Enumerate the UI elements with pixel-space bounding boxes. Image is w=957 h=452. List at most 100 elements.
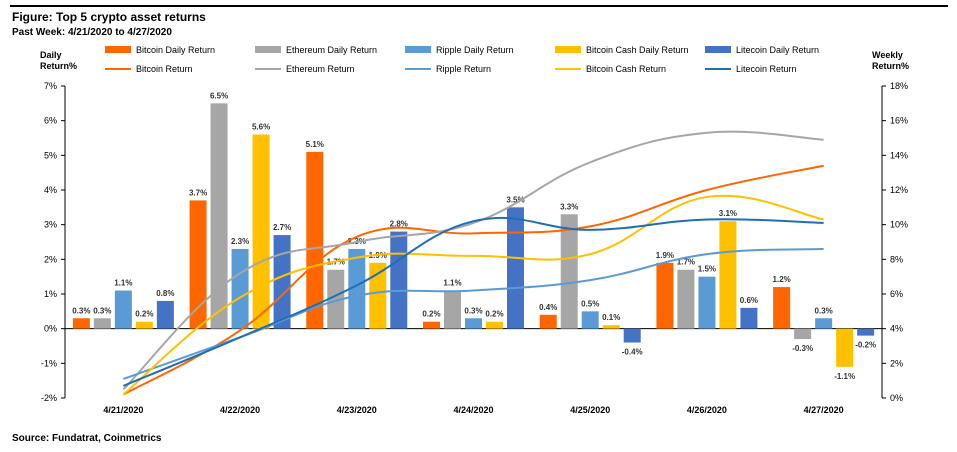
bar (114, 290, 132, 329)
bar (273, 235, 291, 329)
bar (698, 276, 716, 329)
legend-bar-swatch (105, 46, 131, 53)
legend-bar-swatch (255, 46, 281, 53)
bar (390, 231, 408, 329)
bar-value-label: 2.7% (273, 223, 291, 232)
legend-bar-swatch (555, 46, 581, 53)
legend-bar-swatch (705, 46, 731, 53)
bar-value-label: 2.8% (390, 220, 408, 229)
bar (719, 221, 737, 329)
bar-value-label: 0.2% (485, 310, 503, 319)
bar-value-label: 0.3% (72, 306, 90, 315)
bar (677, 269, 695, 329)
bar (189, 200, 207, 329)
bar (465, 318, 482, 329)
right-tick-label: 14% (890, 150, 908, 160)
right-tick-label: 2% (890, 358, 903, 368)
category-label: 4/26/2020 (687, 405, 727, 415)
right-tick-label: 18% (890, 81, 908, 91)
right-axis-title: Return% (872, 61, 909, 71)
legend-line-label: Litecoin Return (736, 64, 797, 74)
bar (560, 214, 578, 329)
left-axis-title: Daily (40, 50, 62, 60)
legend-line-label: Ripple Return (436, 64, 491, 74)
bar-value-label: -0.2% (855, 341, 876, 350)
bar-value-label: 0.3% (815, 306, 833, 315)
bar (815, 318, 833, 329)
bar-value-label: -0.4% (622, 348, 643, 357)
bar-value-label: 1.1% (443, 279, 461, 288)
bar (72, 318, 90, 329)
bar (794, 328, 812, 340)
bar (135, 321, 153, 329)
source-note: Source: Fundatrat, Coinmetrics (12, 433, 162, 444)
bar (581, 311, 599, 329)
bar (539, 314, 557, 329)
bar (252, 134, 270, 329)
category-label: 4/21/2020 (103, 405, 143, 415)
legend-bar-label: Litecoin Daily Return (736, 45, 819, 55)
bar (486, 321, 503, 329)
return-line (122, 194, 824, 396)
bar-value-label: 1.7% (677, 258, 695, 267)
right-axis-title: Weekly (872, 50, 903, 60)
category-label: 4/27/2020 (804, 405, 844, 415)
bar-value-label: 3.3% (560, 202, 578, 211)
left-tick-label: 7% (44, 81, 57, 91)
bar-value-label: 0.6% (740, 296, 758, 305)
bar-value-label: 2.3% (231, 237, 249, 246)
top-rule (10, 5, 948, 7)
bar-value-label: 5.1% (306, 140, 324, 149)
left-tick-label: -1% (41, 358, 57, 368)
legend-bar-label: Bitcoin Cash Daily Return (586, 45, 689, 55)
right-tick-label: 12% (890, 185, 908, 195)
right-tick-label: 6% (890, 289, 903, 299)
bar (348, 248, 366, 329)
bar-value-label: -1.1% (834, 372, 855, 381)
left-tick-label: 6% (44, 116, 57, 126)
bar (306, 151, 324, 329)
bar (231, 248, 249, 329)
right-tick-label: 0% (890, 393, 903, 403)
left-tick-label: 0% (44, 324, 57, 334)
bar (327, 269, 345, 329)
left-tick-label: -2% (41, 393, 57, 403)
bar-value-label: 3.7% (189, 188, 207, 197)
bar-value-label: 1.1% (114, 279, 132, 288)
bar (210, 103, 228, 329)
bar-value-label: 0.1% (602, 313, 620, 322)
bar-value-label: 0.8% (156, 289, 174, 298)
legend-line-label: Bitcoin Cash Return (586, 64, 666, 74)
bar-value-label: 0.2% (422, 310, 440, 319)
legend-line-label: Bitcoin Return (136, 64, 193, 74)
left-tick-label: 3% (44, 220, 57, 230)
return-line (122, 216, 824, 387)
right-tick-label: 8% (890, 254, 903, 264)
right-tick-label: 10% (890, 220, 908, 230)
bar (369, 262, 387, 329)
legend-bar-swatch (405, 46, 431, 53)
bar (836, 328, 854, 367)
return-line (122, 130, 824, 391)
bar-value-label: 0.4% (539, 303, 557, 312)
bar-value-label: 0.3% (93, 306, 111, 315)
legend-bar-label: Ethereum Daily Return (286, 45, 377, 55)
bar-value-label: 0.2% (135, 310, 153, 319)
legend-bar-label: Ripple Daily Return (436, 45, 514, 55)
bar (444, 290, 461, 329)
bar (602, 325, 620, 329)
bar-value-label: 5.6% (252, 123, 270, 132)
bar-value-label: 0.3% (464, 306, 482, 315)
page-title: Figure: Top 5 crypto asset returns (12, 10, 206, 24)
category-label: 4/25/2020 (570, 405, 610, 415)
bar (156, 300, 174, 329)
right-tick-label: 16% (890, 116, 908, 126)
left-axis-title: Return% (40, 61, 77, 71)
bar (656, 262, 674, 329)
bar (623, 328, 641, 343)
bar (857, 328, 875, 336)
bar (423, 321, 440, 329)
bar-value-label: 1.5% (698, 265, 716, 274)
